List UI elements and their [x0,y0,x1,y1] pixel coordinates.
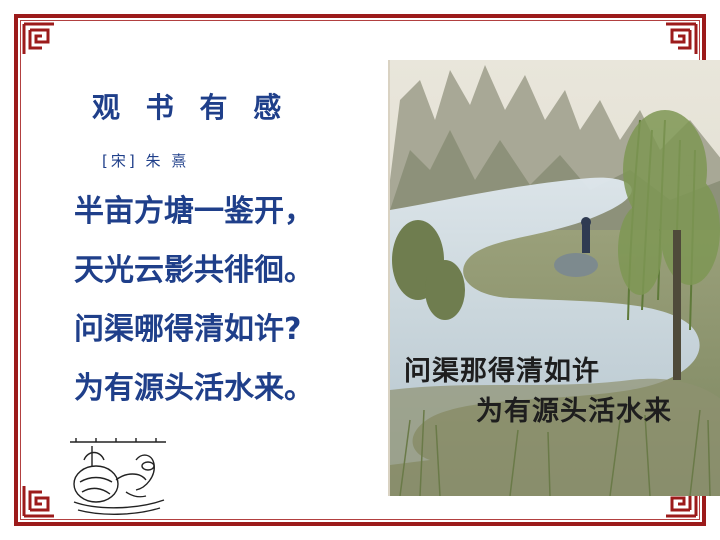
corner-ornament-top-left [22,22,56,56]
poem-line-3: 问渠哪得清如许? [74,312,302,347]
painting-illustration [390,60,720,496]
poem-body: 半亩方塘一鉴开， 天光云影共徘徊。 问渠哪得清如许? 为有源头活水来。 [74,182,314,418]
corner-ornament-bottom-left [22,484,56,518]
corner-ornament-top-right [664,22,698,56]
poem-line-4: 为有源头活水来。 [74,371,314,406]
painting-caption-line-2: 为有源头活水来 [476,396,672,427]
poem-title: 观 书 有 感 [92,91,290,124]
corner-ornament-bottom-right [664,484,698,518]
landscape-painting: 问渠那得清如许 为有源头活水来 [388,60,720,496]
painting-caption-line-1: 问渠那得清如许 [404,356,600,387]
painting-caption: 问渠那得清如许 为有源头活水来 [404,352,720,432]
poem-line-1: 半亩方塘一鉴开， [74,194,314,229]
poem-line-2: 天光云影共徘徊。 [74,253,314,288]
poem-author: [宋] 朱 熹 [102,152,190,170]
boat-sketch-illustration [66,436,170,520]
